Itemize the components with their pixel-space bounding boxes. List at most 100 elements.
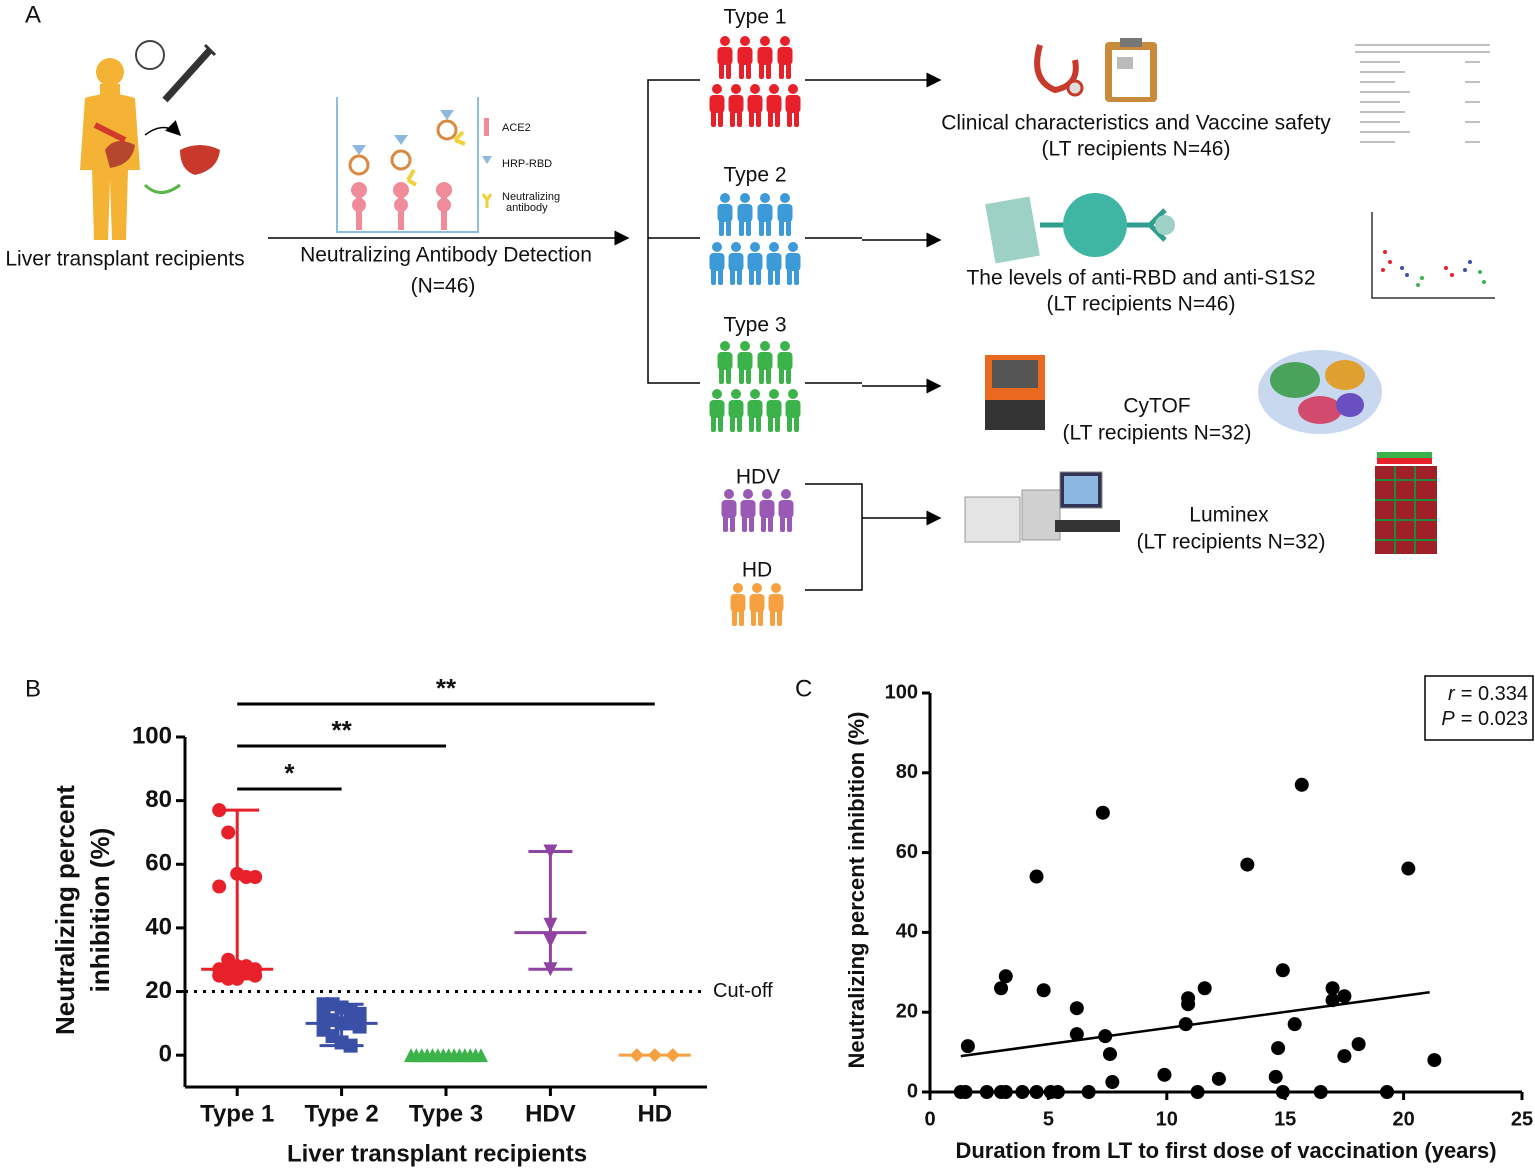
point: [979, 1085, 994, 1099]
point: [1427, 1053, 1442, 1068]
point: [1268, 1069, 1283, 1084]
outcome-title: The levels of anti-RBD and anti-S1S2: [966, 267, 1315, 290]
y-tick-label: 40: [896, 921, 918, 943]
stats-symbol: r: [1448, 683, 1456, 705]
point: [1337, 989, 1352, 1004]
point: [1275, 1085, 1290, 1099]
point: [1325, 981, 1340, 996]
point: [1401, 861, 1416, 876]
point: [1275, 963, 1290, 978]
point: [1325, 993, 1340, 1008]
y-tick-label: 80: [145, 786, 172, 813]
people-icons: [709, 36, 801, 127]
outcome-n: (LT recipients N=46): [1047, 293, 1236, 316]
y-tick-label: 80: [896, 761, 918, 783]
point: [1181, 997, 1196, 1012]
point: [1081, 1085, 1096, 1099]
group-label: Type 3: [723, 314, 786, 337]
people-icons: [709, 341, 801, 432]
stats-value: = 0.334: [1461, 683, 1528, 705]
y-tick-label: 20: [145, 977, 172, 1004]
y-tick-label: 20: [896, 1000, 918, 1022]
y-axis-title: inhibition (%): [85, 828, 115, 993]
x-tick-label: HDV: [525, 1100, 576, 1127]
point: [1098, 1029, 1113, 1044]
point: [1351, 1037, 1366, 1052]
y-tick-label: 100: [885, 681, 918, 703]
people-icons: [709, 193, 801, 285]
x-tick-label: Type 1: [200, 1100, 274, 1127]
y-axis-title: Neutralizing percent: [50, 785, 80, 1035]
point: [1337, 1049, 1352, 1064]
y-tick-label: 0: [159, 1041, 172, 1068]
point: [1313, 1085, 1328, 1099]
point: [1105, 1075, 1120, 1090]
group-label: Type 1: [723, 6, 786, 29]
stats-symbol: P: [1441, 708, 1455, 730]
y-tick-label: 60: [145, 850, 172, 877]
point: [1069, 1027, 1084, 1042]
x-tick-label: 25: [1511, 1108, 1533, 1130]
y-tick-label: 60: [896, 841, 918, 863]
point: [998, 1085, 1013, 1099]
point: [1050, 1085, 1065, 1099]
cutoff-label: Cut-off: [713, 980, 773, 1002]
outcome-title: Clinical characteristics and Vaccine saf…: [941, 112, 1331, 135]
assay-title: Neutralizing Antibody Detection: [300, 244, 592, 267]
x-tick-label: 0: [924, 1108, 935, 1130]
x-tick-label: HD: [637, 1100, 672, 1127]
y-tick-label: 0: [907, 1080, 918, 1102]
fit-line: [960, 991, 1430, 1058]
point: [958, 1085, 973, 1099]
x-tick-label: 20: [1392, 1108, 1414, 1130]
assay-legend: HRP-RBD: [502, 158, 552, 170]
point: [994, 981, 1009, 996]
outcome-n: (LT recipients N=32): [1137, 531, 1326, 554]
people-icons: [730, 583, 784, 626]
point: [352, 1019, 367, 1034]
point: [1197, 981, 1212, 996]
group-label: HD: [742, 559, 772, 582]
x-tick-label: 10: [1156, 1108, 1178, 1130]
significance-label: **: [331, 715, 352, 745]
outcome-n: (LT recipients N=32): [1063, 422, 1252, 445]
x-tick-label: 5: [1043, 1108, 1054, 1130]
assay-illustration: [336, 97, 493, 233]
point: [212, 879, 227, 894]
point: [1178, 1017, 1193, 1032]
thumbnails: [1258, 40, 1495, 554]
outcome-title: CyTOF: [1123, 395, 1190, 418]
assay-n: (N=46): [411, 275, 476, 298]
point: [1036, 983, 1051, 998]
point: [1287, 1017, 1302, 1032]
point: [1271, 1041, 1286, 1056]
point: [221, 825, 236, 840]
stats-text: P = 0.023: [1441, 708, 1528, 730]
people-icons: [721, 489, 794, 532]
x-tick-label: 15: [1274, 1108, 1296, 1130]
connector-lines: [647, 72, 942, 591]
significance-label: *: [284, 758, 295, 788]
point: [1211, 1071, 1226, 1086]
group-label: HDV: [736, 466, 780, 489]
stats-box: [1424, 675, 1534, 741]
assay-legend: antibody: [506, 202, 548, 214]
point: [1069, 1001, 1084, 1016]
point: [1029, 1085, 1044, 1099]
point: [1294, 777, 1309, 792]
assay-legend: Neutralizing: [502, 191, 560, 203]
point: [248, 870, 263, 884]
point: [1015, 1085, 1030, 1099]
outcome-n: (LT recipients N=46): [1042, 138, 1231, 161]
point: [998, 969, 1013, 984]
panel-label: A: [25, 1, 41, 28]
point: [1240, 857, 1255, 872]
panel-label: C: [795, 675, 812, 702]
group-label: Type 2: [723, 164, 786, 187]
x-tick-label: Type 3: [409, 1100, 483, 1127]
outcome-title: Luminex: [1189, 504, 1269, 527]
x-axis-title: Liver transplant recipients: [287, 1140, 587, 1167]
